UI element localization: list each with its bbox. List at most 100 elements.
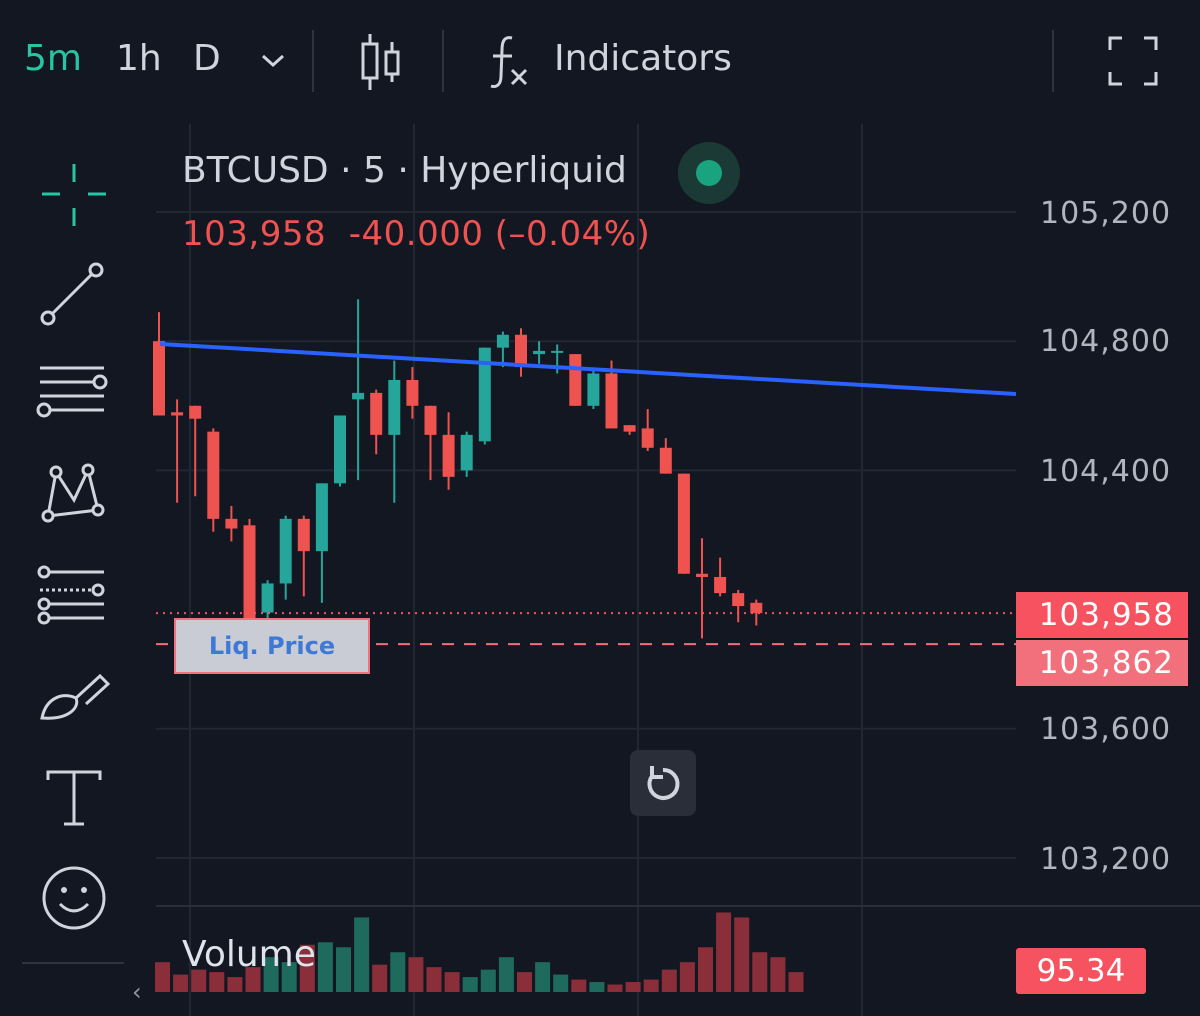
volume-bar bbox=[173, 974, 189, 992]
sidebar-divider bbox=[22, 962, 124, 964]
candle-body bbox=[171, 412, 184, 416]
volume-bar bbox=[336, 947, 351, 992]
volume-bar bbox=[698, 947, 713, 992]
volume-bar bbox=[770, 957, 786, 992]
candle-body bbox=[297, 518, 310, 552]
pattern-icon[interactable] bbox=[36, 460, 112, 536]
legend-price: 103,958 bbox=[182, 214, 327, 254]
toolbar-divider bbox=[442, 30, 444, 92]
emoji-icon[interactable] bbox=[36, 860, 112, 936]
volume-bar bbox=[788, 972, 804, 992]
candle-body bbox=[478, 347, 491, 442]
candle-body bbox=[605, 373, 618, 429]
trend-line-icon[interactable] bbox=[36, 260, 112, 336]
price-legend: 103,958 -40.000 (–0.04%) bbox=[182, 214, 650, 254]
volume-bar bbox=[480, 969, 496, 992]
candle-body bbox=[750, 602, 763, 614]
refresh-icon bbox=[647, 766, 680, 800]
candle-body bbox=[153, 341, 165, 416]
volume-bar bbox=[535, 962, 551, 992]
volume-bar bbox=[444, 972, 460, 992]
volume-bar bbox=[426, 967, 442, 992]
interval-d[interactable]: D bbox=[193, 38, 221, 79]
volume-bar bbox=[589, 982, 605, 992]
crosshair-icon[interactable] bbox=[36, 160, 112, 236]
volume-bar bbox=[462, 977, 478, 992]
candle-body bbox=[424, 405, 437, 435]
candle-body bbox=[533, 350, 546, 355]
candle-body bbox=[225, 518, 238, 529]
volume-bar bbox=[734, 917, 750, 992]
text-icon[interactable] bbox=[36, 764, 112, 840]
volume-bar bbox=[263, 957, 279, 992]
candle-body bbox=[370, 392, 383, 435]
y-tick-label: 103,600 bbox=[1040, 712, 1172, 747]
indicators-button[interactable]: Indicators bbox=[554, 38, 732, 79]
volume-bar bbox=[227, 977, 243, 992]
volume-bar bbox=[299, 944, 315, 992]
candles-icon[interactable] bbox=[356, 32, 406, 92]
volume-bar bbox=[625, 982, 641, 992]
y-tick-label: 104,400 bbox=[1040, 454, 1172, 489]
liq-price-tag: 103,862 bbox=[1016, 640, 1188, 686]
candle-body bbox=[714, 576, 727, 594]
horizontal-lines-icon[interactable] bbox=[36, 360, 112, 436]
candle-body bbox=[659, 447, 672, 474]
candle-body bbox=[406, 379, 419, 406]
interval-1h[interactable]: 1h bbox=[116, 38, 162, 79]
volume-bar bbox=[209, 972, 225, 992]
candle-body bbox=[243, 525, 256, 619]
volume-bars bbox=[155, 912, 804, 992]
volume-bar bbox=[571, 979, 587, 992]
volume-bar bbox=[372, 964, 388, 992]
toolbar-divider bbox=[1052, 30, 1054, 92]
candle-body bbox=[569, 354, 582, 406]
volume-bar bbox=[498, 957, 514, 992]
candle-body bbox=[496, 334, 509, 348]
y-tick-label: 103,200 bbox=[1040, 842, 1172, 877]
y-tick-label: 105,200 bbox=[1040, 196, 1172, 231]
volume-bar bbox=[517, 972, 532, 992]
volume-label[interactable]: Volume bbox=[182, 934, 316, 975]
fullscreen-icon[interactable] bbox=[1108, 36, 1158, 86]
fib-icon[interactable] bbox=[36, 560, 112, 636]
market-status-icon[interactable] bbox=[678, 142, 740, 204]
symbol-legend[interactable]: BTCUSD · 5 · Hyperliquid bbox=[182, 150, 627, 191]
volume-bar bbox=[281, 962, 297, 992]
liq-price-label[interactable]: Liq. Price bbox=[174, 618, 370, 674]
candle-body bbox=[388, 379, 401, 435]
candle-body bbox=[460, 434, 473, 471]
function-icon[interactable] bbox=[486, 32, 534, 92]
status-dot bbox=[696, 160, 722, 186]
drawing-toolbar bbox=[0, 124, 150, 1016]
volume-bar bbox=[643, 979, 659, 992]
candle-body bbox=[677, 473, 690, 574]
volume-value-tag: 95.34 bbox=[1016, 948, 1146, 994]
candle-body bbox=[696, 573, 708, 577]
last-price-tag: 103,958 bbox=[1016, 592, 1188, 638]
y-tick-label: 104,800 bbox=[1040, 324, 1172, 359]
candle-body bbox=[515, 334, 527, 368]
volume-bar bbox=[553, 974, 569, 992]
volume-bar bbox=[607, 984, 623, 992]
interval-5m[interactable]: 5m bbox=[24, 38, 82, 79]
brush-icon[interactable] bbox=[36, 664, 112, 740]
toolbar-divider bbox=[312, 30, 314, 92]
volume-bar bbox=[354, 917, 370, 992]
volume-bar bbox=[317, 942, 333, 992]
volume-bar bbox=[716, 912, 732, 992]
legend-change: -40.000 (–0.04%) bbox=[348, 214, 651, 254]
chart-grid bbox=[156, 124, 1200, 1016]
candle-body bbox=[587, 373, 600, 406]
reset-chart-button[interactable] bbox=[630, 750, 696, 816]
candle-body bbox=[279, 518, 292, 584]
volume-bar bbox=[752, 952, 768, 992]
volume-bar bbox=[155, 962, 170, 992]
chevron-down-icon[interactable] bbox=[258, 48, 288, 74]
candle-body bbox=[334, 415, 346, 484]
scroll-left-icon[interactable]: ‹ bbox=[132, 978, 142, 1006]
volume-bar bbox=[408, 957, 424, 992]
candle-body bbox=[551, 350, 564, 353]
volume-bar bbox=[245, 967, 261, 992]
